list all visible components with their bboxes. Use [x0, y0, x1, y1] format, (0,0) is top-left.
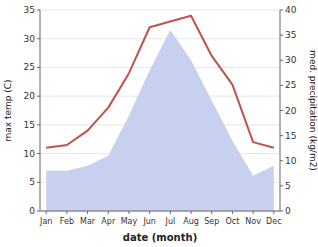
y-tick-label: 10 [24, 149, 36, 159]
x-tick-label: Sep [204, 217, 219, 226]
x-tick-label: Feb [60, 217, 74, 226]
y-tick-label: 30 [24, 34, 36, 44]
x-tick [108, 211, 109, 214]
chart: 0 5 10 15 20 25 30 35 0 5 10 15 20 25 30 35 40 Jan Feb Mar A… [0, 0, 318, 247]
y-tick-label: 15 [24, 120, 35, 130]
y2-tick [280, 35, 283, 36]
y-tick-label: 35 [24, 5, 35, 15]
y2-tick-label: 10 [285, 156, 297, 166]
y-tick-label: 25 [24, 62, 35, 72]
y2-tick [280, 160, 283, 161]
x-tick [149, 211, 150, 214]
y-tick [37, 96, 40, 97]
y2-tick-label: 30 [285, 55, 297, 65]
y-tick [37, 10, 40, 11]
y-tick [37, 182, 40, 183]
grid-line [40, 211, 280, 212]
y2-tick-label: 35 [285, 30, 296, 40]
x-tick [128, 211, 129, 214]
y-axis-line [40, 10, 41, 211]
x-tick [211, 211, 212, 214]
y-tick [37, 211, 40, 212]
y2-tick [280, 211, 283, 212]
y-tick-label: 20 [24, 91, 36, 101]
x-tick-label: Jul [165, 217, 176, 226]
x-tick-label: Aug [183, 217, 199, 226]
y2-tick-label: 25 [285, 80, 296, 90]
y-tick [37, 38, 40, 39]
x-tick [170, 211, 171, 214]
x-tick-label: Dec [266, 217, 281, 226]
x-tick-label: May [121, 217, 138, 226]
y-tick [37, 153, 40, 154]
y2-tick [280, 135, 283, 136]
temp-line [46, 16, 274, 148]
y2-axis-label: med. precipitation (kg/m2) [308, 50, 318, 171]
x-tick-label: Oct [225, 217, 239, 226]
precip-area [46, 30, 274, 211]
y-tick [37, 67, 40, 68]
plot-area [46, 16, 274, 211]
x-tick-label: Nov [245, 217, 261, 226]
x-tick [191, 211, 192, 214]
y2-tick-label: 0 [285, 206, 291, 216]
y2-tick [280, 10, 283, 11]
x-tick-label: Mar [80, 217, 96, 226]
x-tick-label: Jun [142, 217, 156, 226]
y-tick-label: 0 [29, 206, 35, 216]
y-tick [37, 124, 40, 125]
x-tick [273, 211, 274, 214]
x-tick [87, 211, 88, 214]
y2-tick-label: 5 [285, 181, 291, 191]
x-tick-label: Jan [39, 217, 52, 226]
grid-line [40, 38, 280, 39]
y2-tick-label: 40 [285, 5, 297, 15]
y2-tick [280, 60, 283, 61]
y-axis-label: max temp (C) [3, 79, 13, 141]
y2-tick [280, 85, 283, 86]
y-tick-label: 5 [29, 177, 35, 187]
x-tick [253, 211, 254, 214]
y2-tick [280, 185, 283, 186]
x-axis-line [40, 211, 280, 212]
y2-tick-label: 20 [285, 106, 297, 116]
x-axis-label: date (month) [123, 232, 197, 243]
y2-tick [280, 110, 283, 111]
x-tick-label: Apr [101, 217, 116, 226]
x-tick [232, 211, 233, 214]
x-tick [66, 211, 67, 214]
x-tick [46, 211, 47, 214]
y2-tick-label: 15 [285, 131, 296, 141]
grid-line [40, 10, 280, 11]
